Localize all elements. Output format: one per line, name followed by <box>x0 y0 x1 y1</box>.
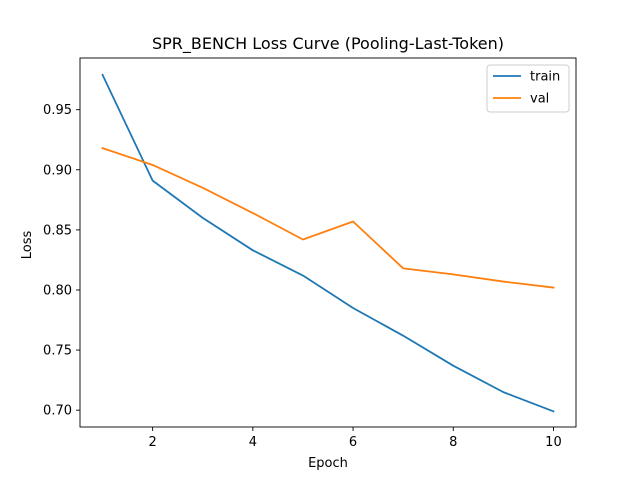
x-tick-label: 8 <box>449 435 457 450</box>
y-tick-label: 0.80 <box>43 283 72 298</box>
y-tick-label: 0.90 <box>43 163 72 178</box>
y-tick-label: 0.70 <box>43 404 72 419</box>
x-tick-label: 6 <box>349 435 357 450</box>
chart-title: SPR_BENCH Loss Curve (Pooling-Last-Token… <box>152 34 504 54</box>
axes-frame <box>79 57 577 428</box>
y-tick-label: 0.95 <box>43 103 72 118</box>
plot-area: 2 4 6 8 10 0.70 0.75 0.80 0.85 0.90 0.95 <box>43 57 577 450</box>
y-tick-label: 0.85 <box>43 223 72 238</box>
legend: train val <box>486 64 570 113</box>
legend-label-val: val <box>530 92 549 107</box>
legend-label-train: train <box>530 70 560 85</box>
x-tick-label: 10 <box>545 435 562 450</box>
series-line-train <box>101 73 555 413</box>
y-tick-label: 0.75 <box>43 344 72 359</box>
x-axis-label: Epoch <box>308 456 348 471</box>
x-tick-label: 2 <box>149 435 157 450</box>
series-line-val <box>101 147 555 289</box>
x-tick-label: 4 <box>249 435 257 450</box>
y-axis-label: Loss <box>20 231 35 260</box>
